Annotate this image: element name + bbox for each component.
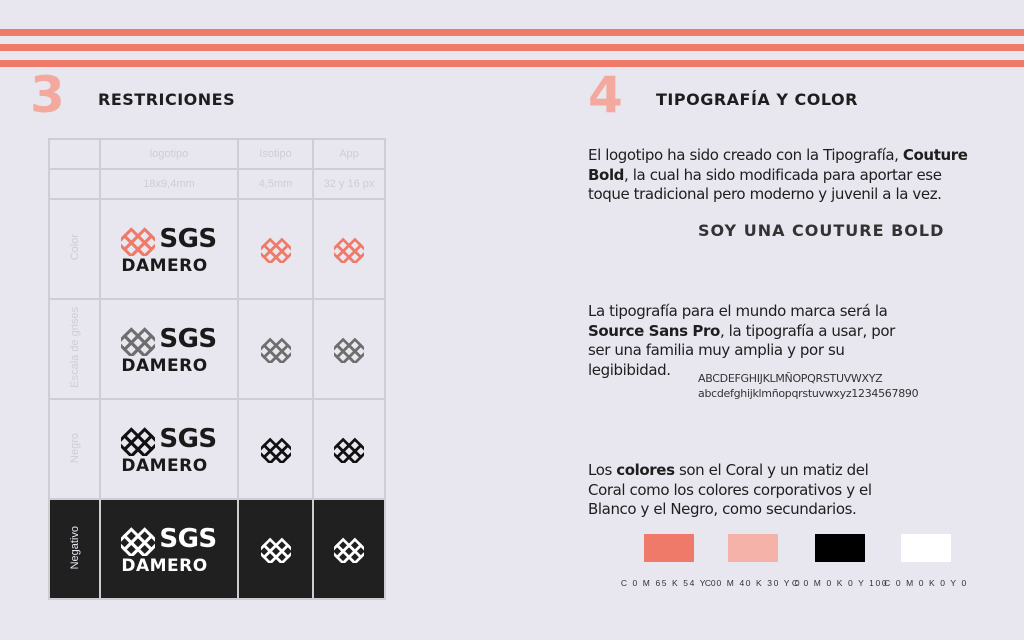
heart-diamond-icon [329,437,369,471]
swatch-label: C 0 M 0 K 0 Y 0 [884,578,968,588]
heart-diamond-icon [329,237,369,271]
row-label: Escala de grises [68,307,81,388]
isotipo [237,298,314,400]
heart-diamond-icon [121,327,156,356]
paragraph-colors: Los colores son el Coral y un matiz del … [588,461,872,518]
app-icon [312,398,386,500]
swatch-label: C 0 M 65 K 54 Y 0 [620,578,718,588]
logo: SGS DAMERO [121,522,217,576]
section-number: 4 [588,66,623,124]
isotipo [237,398,314,500]
row-label: Negro [68,432,81,463]
font-sample: SOY UNA COUTURE BOLD [698,221,945,240]
heart-diamond-icon [329,537,369,571]
size-isotipo: 4,5mm [237,168,314,200]
stripe [0,44,1024,51]
header-app: App [312,138,386,170]
paragraph-logo-font: El logotipo ha sido creado con la Tipogr… [588,146,968,203]
color-swatch [815,534,865,562]
app-icon [312,298,386,400]
heart-diamond-icon [255,437,296,471]
restrictions-table: logotipo Isotipo App 18x9,4mm 4,5mm 32 y 16 … [48,138,386,600]
heart-diamond-icon [121,527,156,556]
paragraph-brand-font: La tipografía para el mundo marca será l… [588,302,895,379]
swatch-label: C 0 M 0 K 0 Y 100 [791,578,889,588]
header-logotipo: logotipo [99,138,239,170]
header-isotipo: Isotipo [237,138,314,170]
table-row: Color SGS DAMERO [48,198,386,300]
isotipo [237,198,314,300]
section-number: 3 [30,66,65,124]
color-swatch [728,534,778,562]
color-swatch [644,534,694,562]
stripe [0,29,1024,36]
table-row: Negativo SGS DAMERO [48,498,386,600]
table-row: Escala de grises SGS DAMERO [48,298,386,400]
section-title: RESTRICIONES [98,90,236,109]
table-row: Negro SGS DAMERO [48,398,386,500]
heart-diamond-icon [255,237,296,271]
heart-diamond-icon [121,227,156,256]
size-app: 32 y 16 px [312,168,386,200]
swatch-label: C 0 M 40 K 30 Y 0 [704,578,802,588]
logo: SGS DAMERO [121,322,217,376]
alphabet-sample: ABCDEFGHIJKLMÑOPQRSTUVWXYZ abcdefghijklmñ… [698,372,919,400]
section-title: TIPOGRAFÍA Y COLOR [656,90,858,109]
heart-diamond-icon [121,427,156,456]
logo: SGS DAMERO [121,222,217,276]
row-label: Negativo [68,525,81,570]
isotipo [237,498,314,600]
app-icon [312,198,386,300]
size-logotipo: 18x9,4mm [99,168,239,200]
heart-diamond-icon [255,537,296,571]
app-icon [312,498,386,600]
logo: SGS DAMERO [121,422,217,476]
heart-diamond-icon [255,337,296,371]
row-label: Color [68,234,81,261]
color-swatch [901,534,951,562]
heart-diamond-icon [329,337,369,371]
stripe [0,60,1024,67]
